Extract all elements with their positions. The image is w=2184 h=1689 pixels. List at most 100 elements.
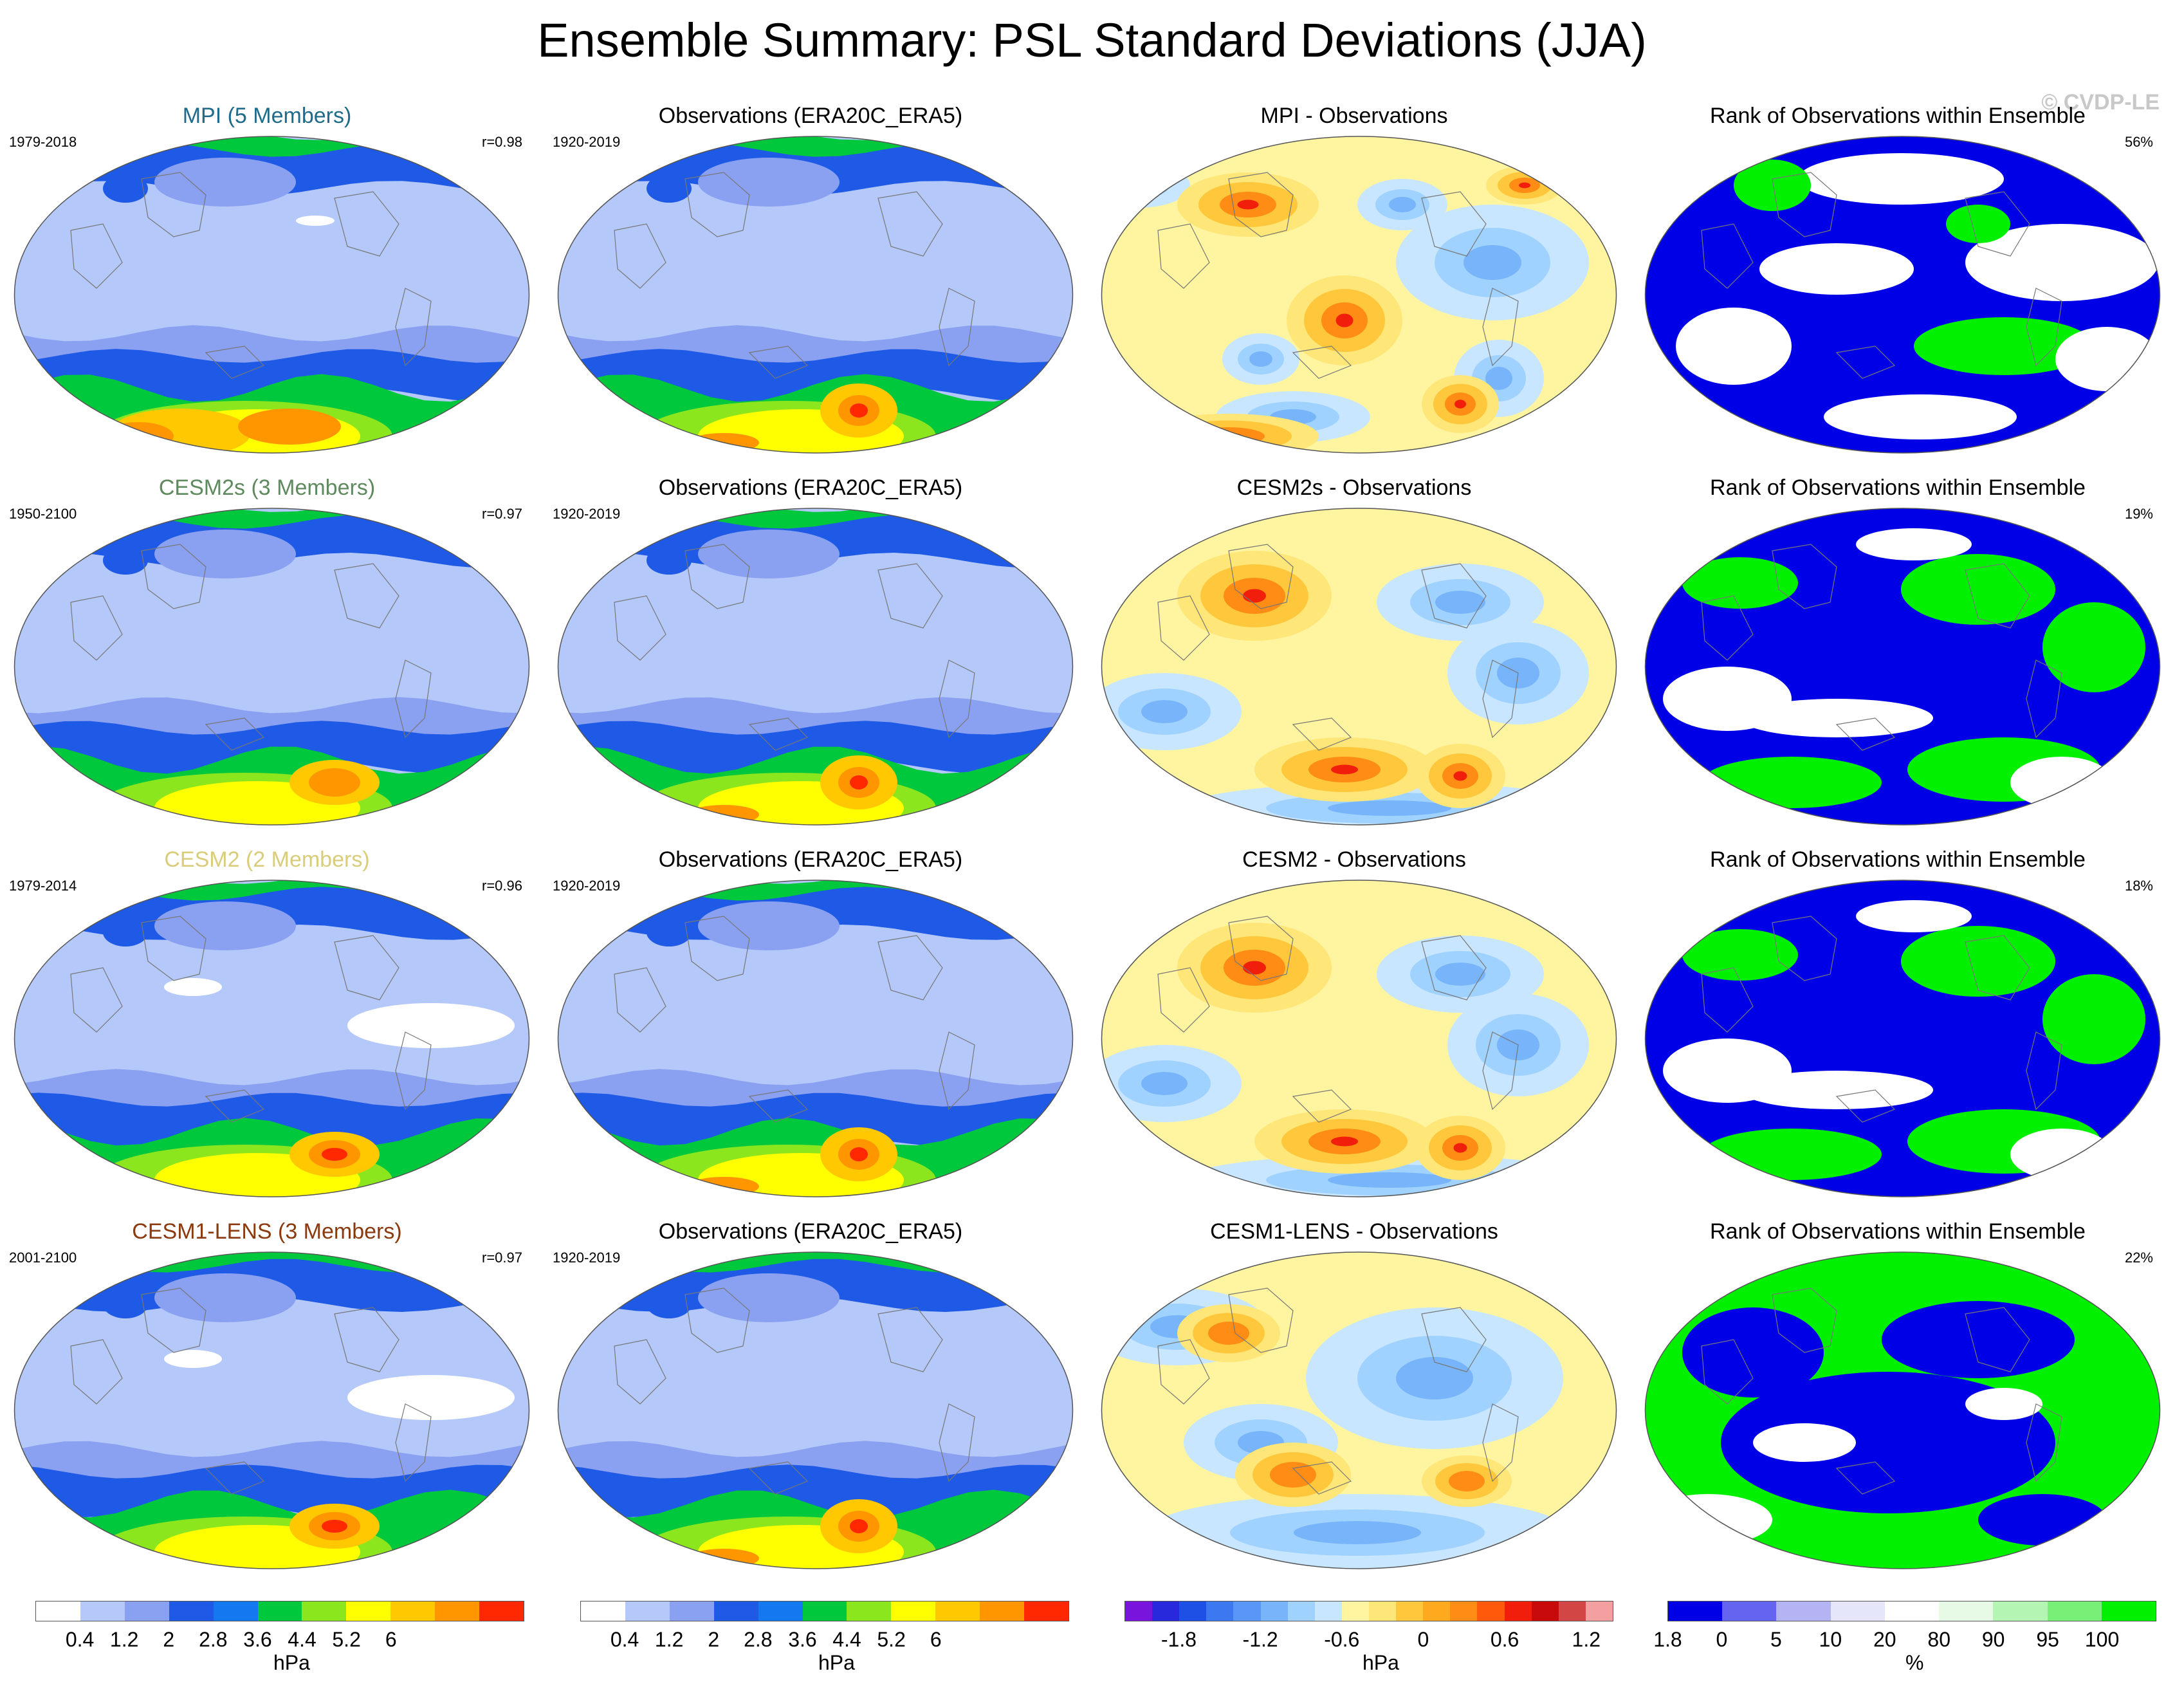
mid-rank-region — [2055, 327, 2158, 391]
model-panel-title: CESM2s (3 Members) — [158, 475, 376, 500]
low-rank-region — [1978, 1494, 2107, 1546]
map-boundary — [1644, 136, 2161, 454]
colorbar-swatch — [980, 1601, 1025, 1621]
coastline — [1965, 1307, 2030, 1372]
positive-anomaly-core — [1519, 182, 1530, 189]
diff-map — [1101, 880, 1617, 1197]
colorbar-swatch — [669, 1601, 714, 1621]
correlation-label: r=0.98 — [482, 134, 522, 150]
period-label: 1979-2014 — [9, 878, 77, 894]
period-label: 1920-2019 — [553, 878, 621, 894]
obs-map — [557, 136, 1074, 454]
high-rank-region — [1702, 757, 1882, 808]
mid-rank-region — [1663, 1038, 1792, 1103]
coastline — [877, 1307, 943, 1372]
colorbar-swatch — [1939, 1601, 1994, 1621]
coastline — [1835, 346, 1896, 379]
low-rank-region — [1682, 1307, 1824, 1398]
colorbar-swatch — [1830, 1601, 1885, 1621]
coastline — [939, 1403, 975, 1482]
negative-anomaly-region — [1435, 963, 1485, 986]
coastline — [1965, 935, 2030, 1001]
coastline — [141, 1288, 206, 1353]
coastline — [748, 1461, 809, 1495]
colorbar-ticks: 0.4 1.2 2 2.8 3.6 4.4 5.2 6 — [580, 1628, 1069, 1654]
model-panel-title: MPI (5 Members) — [182, 104, 352, 128]
colorbar-swatch — [213, 1601, 258, 1621]
obs-panel: Observations (ERA20C_ERA5) 1920-2019 — [544, 475, 1078, 835]
colorbar-swatch — [1993, 1601, 2048, 1621]
colorbar-swatch — [1233, 1601, 1261, 1621]
positive-anomaly-core — [1237, 199, 1259, 210]
diff-panel: CESM1-LENS - Observations — [1087, 1219, 1621, 1579]
map-boundary — [1101, 508, 1617, 826]
colorbar-tick-label: 3.6 — [243, 1628, 272, 1651]
coastline — [70, 595, 123, 661]
coastline — [939, 288, 975, 367]
coastline — [1157, 223, 1210, 289]
model-map — [14, 880, 530, 1197]
colorbar-swatch — [802, 1601, 847, 1621]
mid-rank-region — [1676, 308, 1792, 385]
high-rank-region — [1914, 317, 2094, 375]
coastline — [2026, 1403, 2062, 1482]
model-panel-title: CESM1-LENS (3 Members) — [132, 1219, 402, 1244]
coastline — [1421, 1307, 1487, 1372]
negative-anomaly-region — [1485, 367, 1512, 390]
colorbar-tick-label: 6 — [385, 1628, 397, 1651]
southern-red-core — [850, 775, 868, 789]
mid-rank-region — [1663, 667, 1792, 731]
colorbar-swatch — [302, 1601, 347, 1621]
coastline — [1292, 1089, 1352, 1123]
mid-rank-region — [1824, 394, 2017, 439]
colorbar-tick-label: 1.8 — [1653, 1628, 1682, 1651]
positive-anomaly-core — [1215, 432, 1242, 440]
positive-anomaly-region — [1208, 1322, 1249, 1345]
coastline — [395, 1403, 432, 1482]
north-pacific-region — [698, 530, 840, 578]
negative-anomaly-region — [1464, 245, 1521, 280]
colorbar-swatch — [1558, 1601, 1586, 1621]
colorbar-tick-label: 1.2 — [654, 1628, 684, 1651]
coastline — [1157, 967, 1210, 1033]
southern-darkorange-region — [238, 409, 341, 445]
negative-anomaly-region — [1108, 172, 1170, 199]
obs-panel: Observations (ERA20C_ERA5) 1920-2019 — [544, 1219, 1078, 1579]
rank-map — [1644, 880, 2161, 1197]
period-label: 1920-2019 — [553, 1250, 621, 1266]
high-rank-region — [1682, 929, 1798, 981]
negative-anomaly-region — [1435, 591, 1485, 614]
map-boundary — [557, 136, 1074, 454]
colorbar-swatch — [1477, 1601, 1505, 1621]
map-boundary — [1101, 1251, 1617, 1569]
north-atlantic-low — [647, 918, 692, 946]
colorbar-tick-label: -1.2 — [1242, 1628, 1278, 1651]
colorbar-ticks: 0.4 1.2 2 2.8 3.6 4.4 5.2 6 — [35, 1628, 524, 1654]
colorbar-swatch — [1179, 1601, 1207, 1621]
north-pacific-region — [698, 158, 840, 207]
period-label: 1920-2019 — [553, 506, 621, 522]
colorbar-swatch — [1722, 1601, 1777, 1621]
model-panel: MPI (5 Members) 1979-2018 r=0.98 — [0, 103, 534, 463]
mid-rank-region — [1856, 528, 1972, 560]
coastline — [334, 935, 399, 1001]
colorbar-unit: hPa — [1363, 1651, 1399, 1674]
colorbar-unit: hPa — [818, 1651, 855, 1674]
coastline — [684, 544, 750, 609]
coastline — [939, 660, 975, 739]
rank-map — [1644, 1251, 2161, 1569]
coastline — [1228, 172, 1294, 237]
colorbar-swatch — [1024, 1601, 1069, 1621]
coastline — [877, 563, 943, 629]
coastline — [2026, 288, 2062, 367]
coastline — [1835, 1461, 1896, 1495]
colorbar-swatch — [847, 1601, 892, 1621]
coastline — [205, 346, 265, 379]
north-pacific-region — [698, 1273, 840, 1322]
page-title: Ensemble Summary: PSL Standard Deviation… — [537, 14, 1647, 67]
coastline — [684, 172, 750, 237]
map-boundary — [14, 508, 530, 826]
colorbar-tick-label: 95 — [2036, 1628, 2059, 1651]
negative-anomaly-region — [1389, 197, 1416, 212]
coastline — [70, 1339, 123, 1405]
